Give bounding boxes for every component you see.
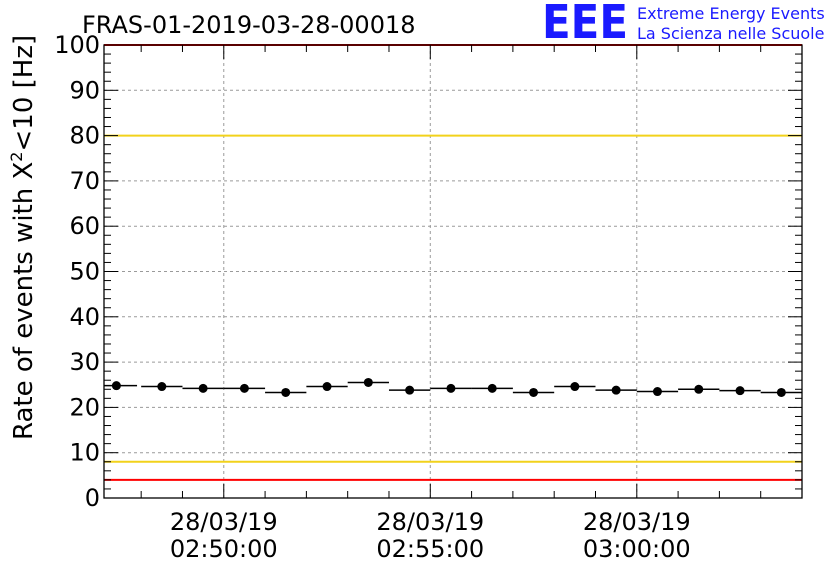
data-point	[239, 383, 249, 393]
x-tick-time: 03:00:00	[583, 535, 691, 563]
data-point	[694, 384, 704, 394]
data-series	[104, 377, 802, 397]
chart-title: FRAS-01-2019-03-28-00018	[82, 11, 416, 39]
logo-line2: La Scienza nelle Scuole	[637, 24, 824, 43]
data-point	[570, 382, 580, 392]
data-point	[363, 377, 373, 387]
eee-logo: EEE Extreme Energy Events La Scienza nel…	[542, 0, 825, 49]
x-axis: 28/03/1902:50:0028/03/1902:55:0028/03/19…	[140, 45, 803, 563]
x-tick-time: 02:55:00	[376, 535, 484, 563]
data-point	[157, 382, 167, 392]
y-axis-label: Rate of events with X2<10 [Hz]	[7, 35, 39, 440]
y-tick-label: 80	[69, 122, 100, 150]
y-tick-label: 20	[69, 393, 100, 421]
y-label-main: Rate of events with X	[9, 162, 39, 440]
y-tick-label: 60	[69, 212, 100, 240]
data-point	[111, 381, 121, 391]
y-tick-label: 90	[69, 76, 100, 104]
data-point	[529, 387, 539, 397]
reference-lines	[104, 44, 802, 481]
logo-mark: EEE	[542, 0, 628, 49]
data-point	[735, 386, 745, 396]
y-tick-label: 70	[69, 167, 100, 195]
y-tick-label: 50	[69, 258, 100, 286]
x-tick-date: 28/03/19	[170, 508, 278, 536]
data-point	[446, 383, 456, 393]
data-point	[776, 387, 786, 397]
data-point	[652, 387, 662, 397]
data-point	[405, 385, 415, 395]
y-tick-label: 100	[54, 31, 100, 59]
y-tick-label: 30	[69, 348, 100, 376]
x-tick-time: 02:50:00	[170, 535, 278, 563]
data-point	[487, 383, 497, 393]
x-tick-date: 28/03/19	[376, 508, 484, 536]
y-tick-label: 40	[69, 303, 100, 331]
y-tick-label: 0	[85, 484, 100, 512]
logo-line1: Extreme Energy Events	[637, 4, 825, 23]
y-label-tail: <10 [Hz]	[9, 35, 39, 152]
data-point	[611, 385, 621, 395]
data-point	[281, 387, 291, 397]
data-point	[322, 382, 332, 392]
y-axis: 0 10 20 30 40 50 60 70 80 90 100	[54, 31, 802, 512]
data-point	[198, 383, 208, 393]
grid	[104, 45, 802, 498]
y-label-sup: 2	[7, 152, 26, 162]
y-tick-label: 10	[69, 439, 100, 467]
x-tick-date: 28/03/19	[583, 508, 691, 536]
